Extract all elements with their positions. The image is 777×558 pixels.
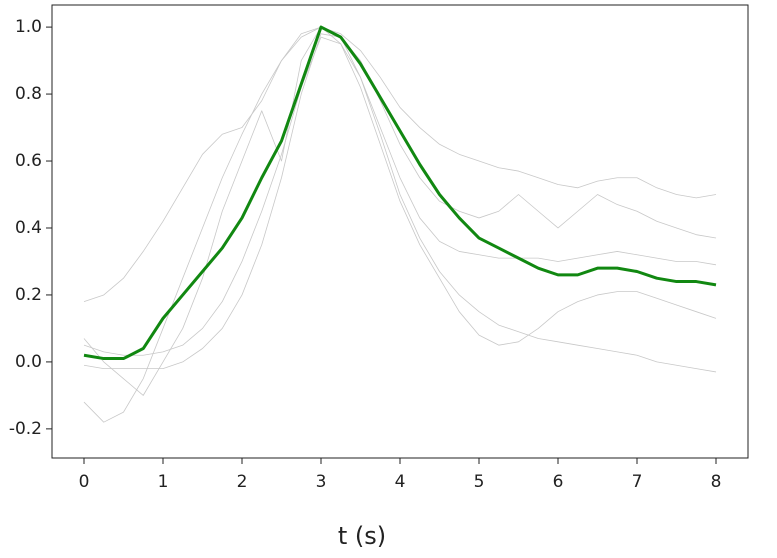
x-tick-label: 2 (237, 472, 248, 492)
x-tick-label: 7 (632, 472, 643, 492)
series-line (83, 36, 717, 356)
y-tick-label: 0.6 (15, 151, 42, 171)
y-tick-label: 0.8 (15, 84, 42, 104)
y-tick-label: 0.2 (15, 285, 42, 305)
y-tick-label: -0.2 (9, 419, 42, 439)
x-tick-label: 6 (553, 472, 564, 492)
series-line (83, 25, 717, 361)
y-tick-label: 1.0 (15, 17, 42, 37)
plot-frame (51, 4, 749, 459)
series-line (83, 26, 717, 303)
y-tick-label: 0.0 (15, 352, 42, 372)
x-tick-label: 5 (474, 472, 485, 492)
y-tick-label: 0.4 (15, 218, 42, 238)
x-tick-label: 4 (395, 472, 406, 492)
x-tick-label: 3 (316, 472, 327, 492)
x-tick-label: 8 (711, 472, 722, 492)
x-tick-label: 0 (79, 472, 90, 492)
series-line (83, 26, 717, 396)
series-line (83, 26, 717, 423)
x-tick-label: 1 (158, 472, 169, 492)
series-line (83, 33, 717, 373)
x-axis-label: t (s) (338, 522, 386, 550)
